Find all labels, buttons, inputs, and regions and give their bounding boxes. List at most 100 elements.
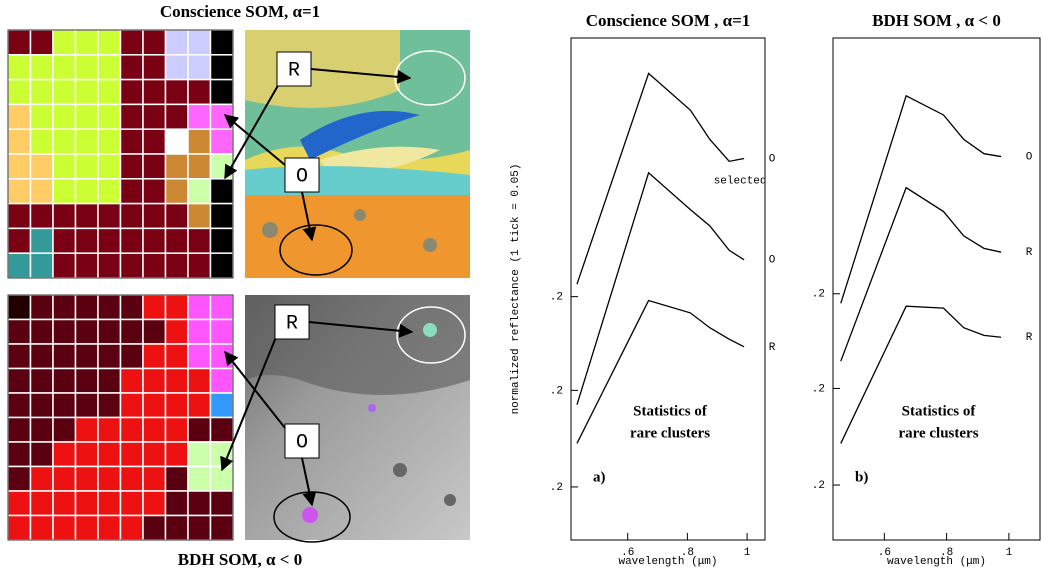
- som-cell: [98, 228, 121, 253]
- som-cell: [188, 80, 211, 105]
- som-cell: [166, 204, 189, 229]
- som-cell: [98, 418, 121, 443]
- som-cell: [8, 369, 31, 394]
- som-cell: [76, 393, 99, 418]
- som-cell: [98, 154, 121, 179]
- som-cell: [53, 154, 76, 179]
- som-cell: [188, 491, 211, 516]
- som-cell: [53, 228, 76, 253]
- y-tick-label: .2: [812, 383, 825, 395]
- som-cell: [143, 129, 166, 154]
- som-cell: [31, 393, 54, 418]
- som-cell: [98, 204, 121, 229]
- som-cell: [211, 129, 234, 154]
- som-cell: [188, 467, 211, 492]
- panel-label: a): [593, 469, 606, 485]
- som-cell: [31, 55, 54, 80]
- som-cell: [188, 179, 211, 204]
- som-cell: [53, 104, 76, 129]
- som-cell: [31, 253, 54, 278]
- som-cell: [121, 491, 144, 516]
- som-cell: [31, 491, 54, 516]
- som-cell: [8, 129, 31, 154]
- series-label: O: [1026, 151, 1033, 163]
- chart-title: Conscience SOM , α=1: [586, 11, 751, 30]
- som-cell: [98, 104, 121, 129]
- som-cell: [53, 467, 76, 492]
- som-cell: [166, 369, 189, 394]
- som-cell: [76, 320, 99, 345]
- som-cell: [188, 55, 211, 80]
- som-cell: [121, 516, 144, 541]
- som-cell: [8, 295, 31, 320]
- som-cell: [166, 55, 189, 80]
- som-cell: [31, 369, 54, 394]
- som-cell: [8, 55, 31, 80]
- som-cell: [31, 418, 54, 443]
- som-cell: [143, 393, 166, 418]
- som-cell: [166, 104, 189, 129]
- y-tick-label: .2: [550, 292, 563, 304]
- som-cell: [31, 442, 54, 467]
- som-cell: [8, 344, 31, 369]
- som-cell: [188, 204, 211, 229]
- y-tick-label: .2: [812, 480, 825, 492]
- som-cell: [143, 228, 166, 253]
- som-cell: [211, 369, 234, 394]
- som-cell: [211, 228, 234, 253]
- figure-title: BDH SOM, α < 0: [178, 550, 303, 569]
- som-cell: [211, 154, 234, 179]
- som-cell: [166, 418, 189, 443]
- series-line: [577, 173, 744, 405]
- som-cell: [121, 393, 144, 418]
- som-cell: [53, 393, 76, 418]
- som-cell: [8, 418, 31, 443]
- som-cell: [31, 154, 54, 179]
- som-cell: [8, 393, 31, 418]
- y-tick-label: .2: [550, 385, 563, 397]
- som-cell: [143, 154, 166, 179]
- som-cell: [121, 55, 144, 80]
- som-cell: [166, 179, 189, 204]
- som-cell: [143, 253, 166, 278]
- som-cell: [76, 442, 99, 467]
- som-cell: [76, 228, 99, 253]
- som-cell: [143, 516, 166, 541]
- som-cell: [143, 295, 166, 320]
- som-cell: [166, 253, 189, 278]
- som-cell: [211, 418, 234, 443]
- series-label: O: [769, 255, 776, 267]
- som-cell: [31, 344, 54, 369]
- som-cell: [76, 55, 99, 80]
- som-cell: [53, 491, 76, 516]
- som-cell: [53, 179, 76, 204]
- som-cell: [166, 80, 189, 105]
- som-cell: [143, 179, 166, 204]
- som-cell: [76, 204, 99, 229]
- som-cell: [166, 344, 189, 369]
- som-cell: [98, 55, 121, 80]
- som-cell: [143, 467, 166, 492]
- som-cell: [76, 129, 99, 154]
- som-cell: [166, 228, 189, 253]
- x-axis-label: wavelength (μm): [887, 556, 986, 568]
- plot-frame: [571, 38, 765, 540]
- som-cell: [211, 516, 234, 541]
- x-tick-label: .6: [878, 547, 891, 559]
- som-cell: [31, 204, 54, 229]
- map-label: O: [296, 431, 308, 454]
- som-cell: [98, 129, 121, 154]
- som-cell: [76, 467, 99, 492]
- som-cell: [98, 30, 121, 55]
- som-cell: [53, 442, 76, 467]
- som-cell: [188, 30, 211, 55]
- som-cell: [121, 295, 144, 320]
- som-cell: [143, 320, 166, 345]
- som-cell: [166, 295, 189, 320]
- som-cell: [211, 80, 234, 105]
- som-cell: [8, 154, 31, 179]
- som-cell: [121, 369, 144, 394]
- y-tick-label: .2: [812, 289, 825, 301]
- figure: Conscience SOM, α=1 BDH SOM, α < 0 R O R…: [0, 0, 1042, 572]
- som-cell: [98, 295, 121, 320]
